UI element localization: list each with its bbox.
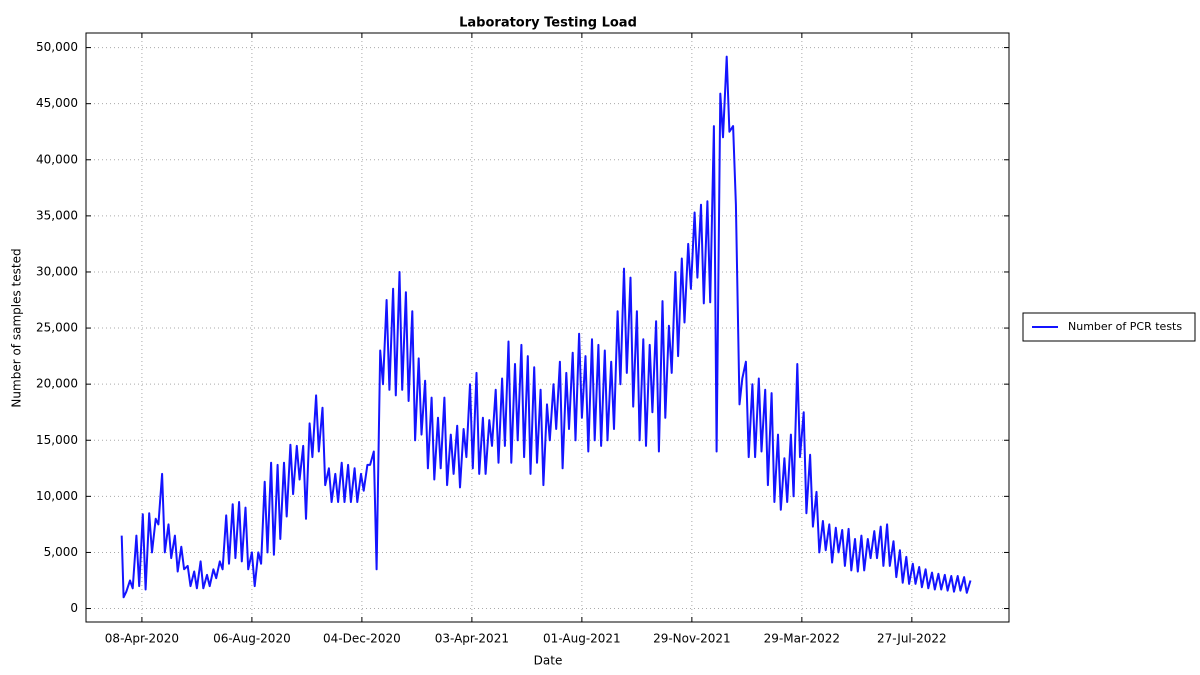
y-tick-label: 15,000 — [36, 433, 78, 447]
y-tick-label: 20,000 — [36, 377, 78, 391]
y-tick-label: 50,000 — [36, 40, 78, 54]
x-tick-label: 27-Jul-2022 — [877, 632, 947, 646]
x-tick-label: 08-Apr-2020 — [105, 632, 179, 646]
y-tick-label: 45,000 — [36, 96, 78, 110]
legend-label: Number of PCR tests — [1068, 320, 1182, 333]
plot-frame — [85, 32, 1010, 623]
y-axis-label: Number of samples tested — [10, 248, 24, 407]
y-tick-label: 5,000 — [44, 545, 78, 559]
y-tick-label: 0 — [70, 601, 78, 615]
x-tick-label: 03-Apr-2021 — [435, 632, 509, 646]
x-tick-label: 29-Mar-2022 — [764, 632, 840, 646]
x-tick-label: 29-Nov-2021 — [653, 632, 731, 646]
y-tick-label: 40,000 — [36, 152, 78, 166]
x-tick-label: 01-Aug-2021 — [543, 632, 621, 646]
y-tick-label: 30,000 — [36, 264, 78, 278]
chart-title: Laboratory Testing Load — [459, 16, 637, 31]
x-axis-label: Date — [534, 654, 563, 668]
y-tick-label: 35,000 — [36, 208, 78, 222]
y-tick-label: 10,000 — [36, 489, 78, 503]
x-tick-label: 04-Dec-2020 — [323, 632, 401, 646]
data-line — [120, 55, 972, 599]
x-tick-label: 06-Aug-2020 — [213, 632, 291, 646]
y-tick-label: 25,000 — [36, 321, 78, 335]
